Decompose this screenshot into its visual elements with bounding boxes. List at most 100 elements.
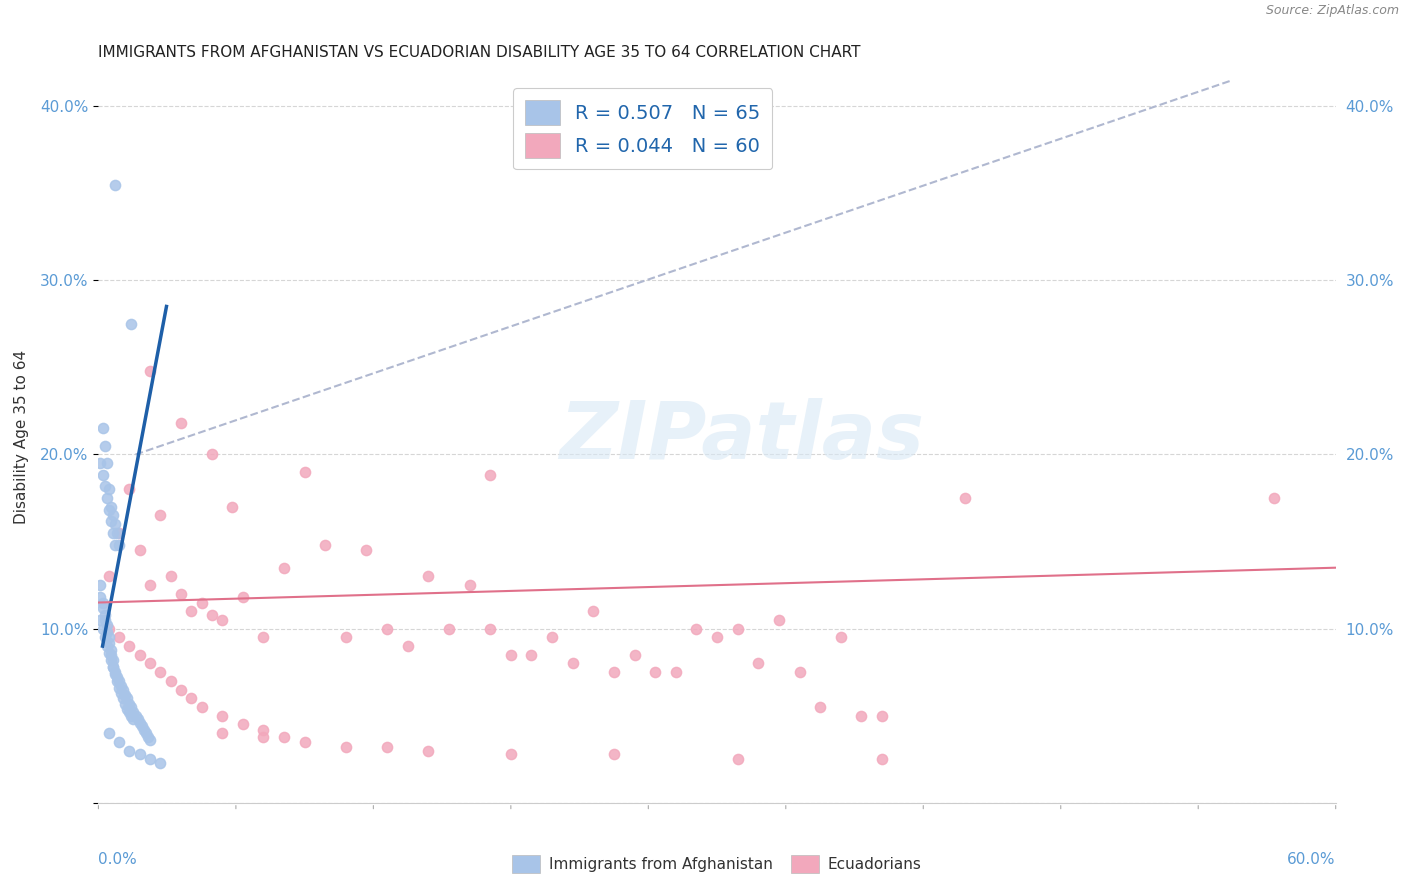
Point	[104, 538, 127, 552]
Point	[830, 631, 852, 645]
Point	[97, 726, 120, 740]
Point	[93, 479, 115, 493]
Point	[101, 653, 124, 667]
Point	[870, 708, 893, 723]
Point	[118, 697, 141, 711]
Point	[211, 613, 233, 627]
Point	[314, 538, 336, 552]
Point	[139, 364, 162, 378]
Point	[603, 747, 626, 761]
Point	[91, 421, 114, 435]
Point	[211, 726, 233, 740]
Point	[180, 691, 202, 706]
Point	[1263, 491, 1285, 505]
Point	[499, 648, 522, 662]
Point	[375, 740, 398, 755]
Point	[91, 600, 114, 615]
Point	[149, 508, 172, 523]
Point	[190, 700, 212, 714]
Point	[128, 648, 150, 662]
Point	[149, 756, 172, 770]
Point	[294, 465, 316, 479]
Point	[91, 595, 114, 609]
Point	[808, 700, 831, 714]
Point	[122, 705, 145, 719]
Point	[114, 688, 136, 702]
Point	[120, 700, 142, 714]
Point	[97, 503, 120, 517]
Point	[479, 468, 502, 483]
Point	[108, 631, 131, 645]
Point	[89, 578, 111, 592]
Point	[128, 715, 150, 730]
Point	[101, 660, 124, 674]
Point	[201, 607, 224, 622]
Point	[118, 705, 141, 719]
Point	[541, 631, 564, 645]
Point	[97, 569, 120, 583]
Point	[159, 673, 181, 688]
Point	[201, 448, 224, 462]
Point	[232, 717, 254, 731]
Point	[104, 665, 127, 680]
Point	[112, 682, 135, 697]
Point	[170, 416, 193, 430]
Point	[108, 525, 131, 540]
Point	[117, 691, 139, 706]
Point	[294, 735, 316, 749]
Point	[375, 622, 398, 636]
Point	[128, 543, 150, 558]
Point	[582, 604, 605, 618]
Point	[139, 578, 162, 592]
Text: 0.0%: 0.0%	[98, 852, 138, 866]
Point	[644, 665, 666, 680]
Point	[96, 618, 118, 632]
Point	[252, 631, 274, 645]
Point	[479, 622, 502, 636]
Point	[100, 648, 122, 662]
Point	[89, 591, 111, 605]
Point	[122, 712, 145, 726]
Point	[252, 723, 274, 737]
Point	[97, 631, 120, 645]
Point	[127, 712, 149, 726]
Point	[851, 708, 873, 723]
Point	[665, 665, 688, 680]
Point	[93, 631, 115, 645]
Point	[139, 752, 162, 766]
Point	[128, 747, 150, 761]
Point	[747, 657, 769, 671]
Point	[114, 697, 136, 711]
Point	[499, 747, 522, 761]
Point	[252, 730, 274, 744]
Point	[97, 635, 120, 649]
Point	[93, 439, 115, 453]
Text: Source: ZipAtlas.com: Source: ZipAtlas.com	[1265, 4, 1399, 18]
Point	[104, 517, 127, 532]
Point	[418, 743, 440, 757]
Point	[108, 735, 131, 749]
Point	[100, 653, 122, 667]
Point	[104, 667, 127, 681]
Point	[232, 591, 254, 605]
Point	[180, 604, 202, 618]
Point	[118, 743, 141, 757]
Point	[108, 673, 131, 688]
Point	[685, 622, 707, 636]
Point	[136, 730, 159, 744]
Point	[139, 657, 162, 671]
Point	[118, 483, 141, 497]
Point	[108, 538, 131, 552]
Point	[727, 622, 749, 636]
Point	[91, 622, 114, 636]
Point	[520, 648, 543, 662]
Text: 60.0%: 60.0%	[1288, 852, 1336, 866]
Point	[120, 317, 142, 331]
Text: ZIPatlas: ZIPatlas	[560, 398, 924, 476]
Point	[170, 587, 193, 601]
Point	[89, 613, 111, 627]
Point	[101, 660, 124, 674]
Point	[118, 639, 141, 653]
Point	[110, 679, 132, 693]
Point	[97, 622, 120, 636]
